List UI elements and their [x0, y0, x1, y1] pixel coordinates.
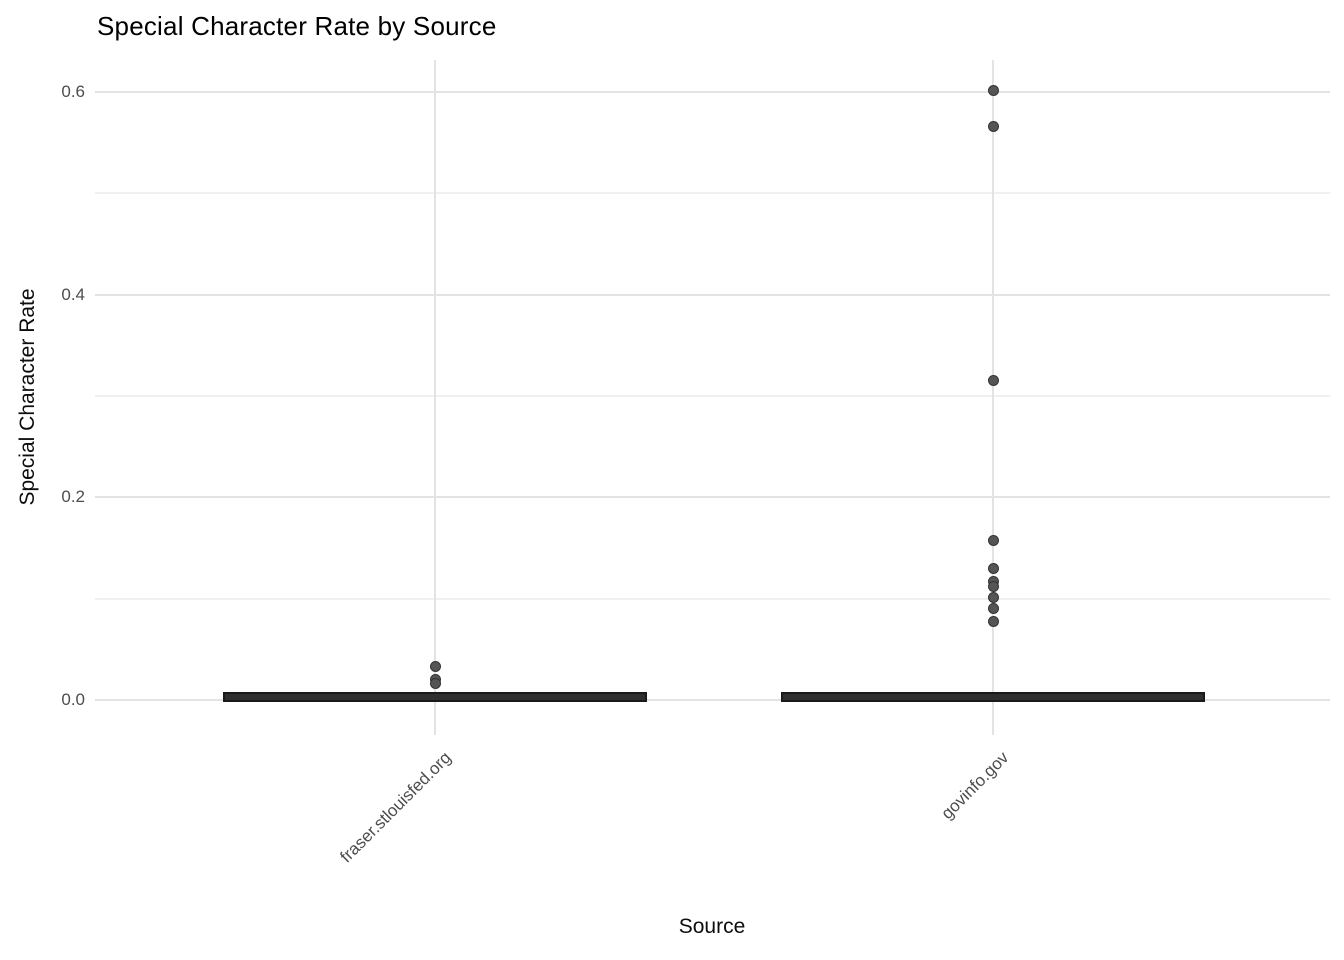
- y-tick-label-text: 0.6: [61, 82, 85, 101]
- gridline-minor: [95, 395, 1330, 397]
- outlier-point: [987, 603, 999, 615]
- gridline-major: [95, 91, 1330, 93]
- outlier-point: [987, 85, 999, 97]
- y-tick-label: 0.4: [0, 285, 85, 305]
- outlier-point: [987, 535, 999, 547]
- y-axis-title: Special Character Rate: [16, 288, 39, 506]
- outlier-point: [987, 616, 999, 628]
- boxplot-box: [223, 691, 647, 702]
- x-category-label-text: fraser.stlouisfed.org: [336, 748, 455, 867]
- gridline-major: [95, 293, 1330, 296]
- outlier-point: [987, 120, 999, 132]
- y-tick-label-text: 0.2: [61, 487, 85, 507]
- outlier-point: [987, 592, 999, 604]
- y-tick-label: 0.0: [0, 690, 85, 710]
- gridline-major: [95, 496, 1330, 499]
- x-axis-title: Source: [678, 915, 746, 938]
- y-tick-label: 0.2: [0, 487, 85, 507]
- x-category-label-text: govinfo.gov: [937, 748, 1013, 823]
- outlier-point: [987, 581, 999, 592]
- outlier-point: [987, 375, 999, 387]
- gridline-vertical: [992, 60, 994, 735]
- outlier-point: [429, 661, 441, 673]
- boxplot-box: [781, 691, 1205, 702]
- y-tick-label-text: 0.4: [61, 284, 85, 304]
- gridline-vertical: [434, 60, 436, 735]
- gridline-minor: [95, 192, 1330, 195]
- outlier-point: [987, 562, 999, 574]
- gridline-major: [95, 699, 1330, 701]
- y-tick-label-text: 0.0: [61, 690, 85, 709]
- gridline-minor: [95, 597, 1330, 600]
- chart-title: Special Character Rate by Source: [97, 11, 497, 41]
- y-tick-label: 0.6: [0, 82, 85, 102]
- outlier-point: [429, 678, 441, 690]
